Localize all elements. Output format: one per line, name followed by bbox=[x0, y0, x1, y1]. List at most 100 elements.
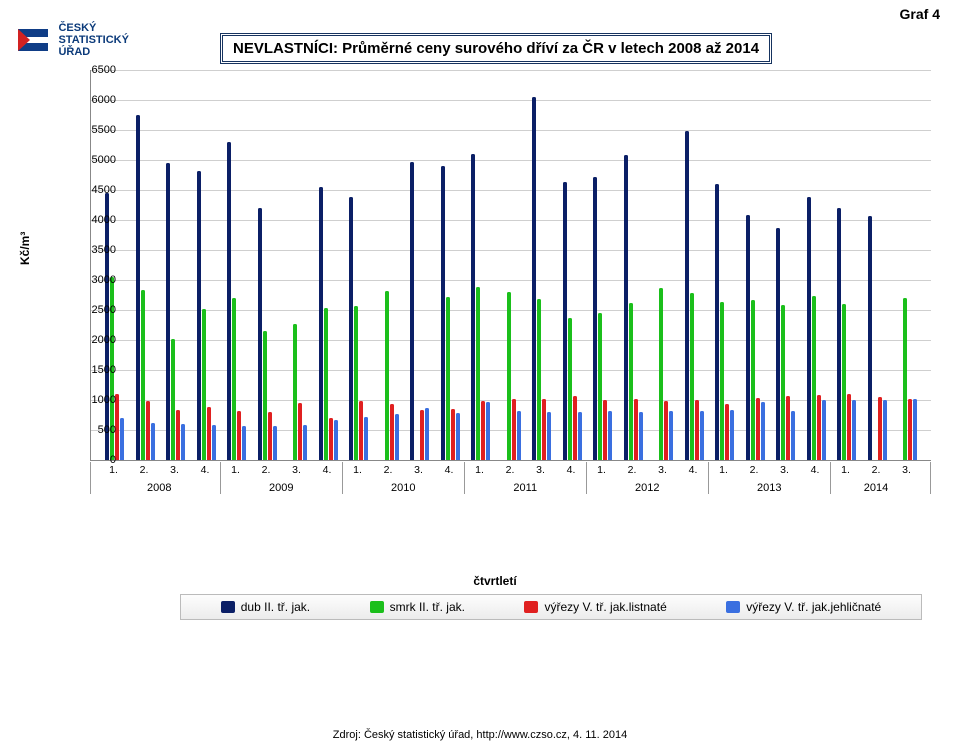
bar-list bbox=[542, 399, 546, 460]
year-separator bbox=[220, 462, 221, 494]
y-tick-label: 500 bbox=[76, 424, 116, 436]
bar-smrk bbox=[751, 300, 755, 460]
gridline bbox=[91, 130, 931, 131]
bar-list bbox=[237, 411, 241, 460]
bar-list bbox=[908, 399, 912, 460]
y-tick-label: 5500 bbox=[76, 124, 116, 136]
bar-dub bbox=[197, 171, 201, 460]
bar-list bbox=[756, 398, 760, 460]
bar-smrk bbox=[385, 291, 389, 460]
bar-jehl bbox=[395, 414, 399, 460]
x-tick-label: 3. bbox=[170, 464, 179, 476]
gridline bbox=[91, 250, 931, 251]
legend-item-smrk: smrk II. tř. jak. bbox=[370, 600, 465, 614]
bar-list bbox=[390, 404, 394, 460]
plot bbox=[90, 70, 931, 461]
czso-logo: ČESKÝ STATISTICKÝ ÚŘAD bbox=[18, 22, 129, 58]
gridline bbox=[91, 100, 931, 101]
x-tick-label: 1. bbox=[841, 464, 850, 476]
y-tick-label: 1500 bbox=[76, 364, 116, 376]
bar-jehl bbox=[486, 402, 490, 460]
bar-list bbox=[298, 403, 302, 460]
year-label: 2010 bbox=[391, 482, 415, 494]
bar-list bbox=[695, 400, 699, 460]
bar-jehl bbox=[212, 425, 216, 460]
bar-jehl bbox=[364, 417, 368, 460]
bar-smrk bbox=[903, 298, 907, 460]
czso-logo-text: ČESKÝ STATISTICKÝ ÚŘAD bbox=[58, 22, 128, 58]
bar-list bbox=[664, 401, 668, 460]
bar-smrk bbox=[690, 293, 694, 460]
x-tick-label: 2. bbox=[628, 464, 637, 476]
legend: dub II. tř. jak. smrk II. tř. jak. výřezy … bbox=[180, 594, 922, 620]
bar-smrk bbox=[507, 292, 511, 460]
x-tick-label: 4. bbox=[689, 464, 698, 476]
bar-dub bbox=[776, 228, 780, 460]
bar-dub bbox=[837, 208, 841, 460]
bar-dub bbox=[319, 187, 323, 460]
bar-smrk bbox=[629, 303, 633, 460]
year-separator bbox=[930, 462, 931, 494]
bar-list bbox=[603, 400, 607, 460]
bar-smrk bbox=[598, 313, 602, 460]
y-tick-label: 6500 bbox=[76, 64, 116, 76]
bar-jehl bbox=[334, 420, 338, 460]
legend-swatch bbox=[726, 601, 740, 613]
y-tick-label: 1000 bbox=[76, 394, 116, 406]
x-tick-label: 4. bbox=[811, 464, 820, 476]
bar-list bbox=[817, 395, 821, 460]
legend-item-list: výřezy V. tř. jak.listnaté bbox=[524, 600, 666, 614]
bar-list bbox=[268, 412, 272, 460]
x-tick-label: 2. bbox=[506, 464, 515, 476]
x-axis-title: čtvrtletí bbox=[473, 574, 516, 588]
bar-jehl bbox=[242, 426, 246, 460]
gridline bbox=[91, 70, 931, 71]
bar-jehl bbox=[913, 399, 917, 460]
x-tick-label: 3. bbox=[658, 464, 667, 476]
bar-jehl bbox=[578, 412, 582, 460]
bar-dub bbox=[258, 208, 262, 460]
bar-jehl bbox=[639, 412, 643, 460]
bar-dub bbox=[868, 216, 872, 460]
year-separator bbox=[586, 462, 587, 494]
bar-list bbox=[786, 396, 790, 460]
bar-jehl bbox=[730, 410, 734, 460]
legend-swatch bbox=[524, 601, 538, 613]
logo-line2: STATISTICKÝ bbox=[58, 34, 128, 46]
bar-dub bbox=[136, 115, 140, 460]
bar-dub bbox=[715, 184, 719, 460]
x-tick-label: 2. bbox=[750, 464, 759, 476]
year-label: 2014 bbox=[864, 482, 888, 494]
bar-dub bbox=[532, 97, 536, 460]
x-tick-label: 3. bbox=[902, 464, 911, 476]
gridline bbox=[91, 370, 931, 371]
bar-list bbox=[573, 396, 577, 460]
bar-list bbox=[359, 401, 363, 460]
page: Graf 4 ČESKÝ STATISTICKÝ ÚŘAD NEVLASTNÍC… bbox=[0, 0, 960, 751]
bar-dub bbox=[227, 142, 231, 460]
bar-dub bbox=[349, 197, 353, 460]
bar-dub bbox=[624, 155, 628, 460]
x-tick-label: 1. bbox=[109, 464, 118, 476]
bar-jehl bbox=[791, 411, 795, 460]
chart-area: Kč/m³ čtvrtletí dub II. tř. jak.smrk II.… bbox=[60, 70, 930, 500]
bar-smrk bbox=[171, 339, 175, 460]
year-label: 2009 bbox=[269, 482, 293, 494]
x-tick-label: 2. bbox=[872, 464, 881, 476]
x-tick-label: 4. bbox=[201, 464, 210, 476]
bar-smrk bbox=[476, 287, 480, 460]
bar-dub bbox=[410, 162, 414, 460]
gridline bbox=[91, 190, 931, 191]
logo-line3: ÚŘAD bbox=[58, 46, 128, 58]
year-label: 2011 bbox=[513, 482, 537, 494]
year-label: 2008 bbox=[147, 482, 171, 494]
bar-list bbox=[176, 410, 180, 460]
bar-jehl bbox=[669, 411, 673, 460]
bar-smrk bbox=[446, 297, 450, 460]
bar-jehl bbox=[883, 400, 887, 460]
x-tick-label: 1. bbox=[719, 464, 728, 476]
x-tick-label: 1. bbox=[231, 464, 240, 476]
year-separator bbox=[830, 462, 831, 494]
legend-item-dub: dub II. tř. jak. bbox=[221, 600, 310, 614]
bar-jehl bbox=[608, 411, 612, 460]
